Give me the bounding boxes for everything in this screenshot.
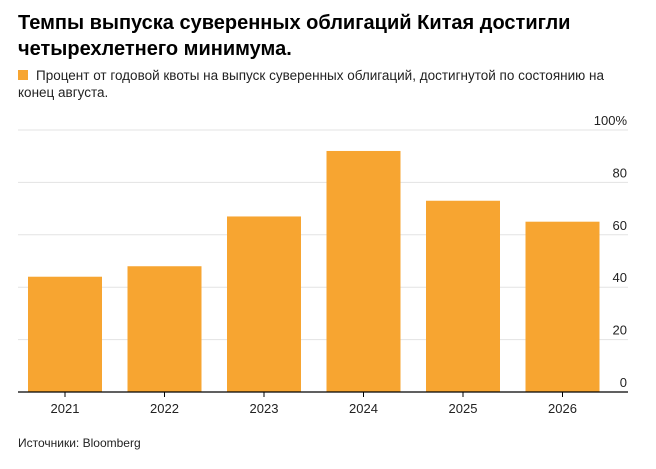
bar-2022: [127, 266, 202, 392]
legend-label: Процент от годовой квоты на выпуск сувер…: [18, 68, 604, 100]
bar-2025: [426, 200, 500, 392]
bar-2024: [326, 150, 401, 392]
legend-swatch: [18, 70, 28, 80]
x-tick-label: 2024: [349, 401, 378, 416]
x-tick-label: 2022: [150, 401, 179, 416]
legend: Процент от годовой квоты на выпуск сувер…: [18, 67, 638, 101]
bars: [28, 150, 600, 392]
axes: 0 20 40 60 80 100% 2021 2022 2023 2024 2025 2026: [18, 113, 628, 416]
x-tick-label: 2023: [250, 401, 279, 416]
x-tick-label: 2026: [548, 401, 577, 416]
y-tick-label: 100%: [594, 113, 628, 128]
bar-2026: [525, 221, 600, 392]
x-tick-label: 2025: [449, 401, 478, 416]
bar-2021: [28, 276, 102, 392]
source-note: Источники: Bloomberg: [18, 436, 141, 450]
chart-title: Темпы выпуска суверенных облигаций Китая…: [18, 12, 571, 60]
y-tick-label: 40: [613, 270, 627, 285]
y-tick-label: 20: [613, 323, 627, 338]
y-tick-label: 0: [620, 375, 627, 390]
y-tick-label: 60: [613, 218, 627, 233]
bar-2023: [227, 216, 301, 392]
x-tick-label: 2021: [51, 401, 80, 416]
y-tick-label: 80: [613, 165, 627, 180]
